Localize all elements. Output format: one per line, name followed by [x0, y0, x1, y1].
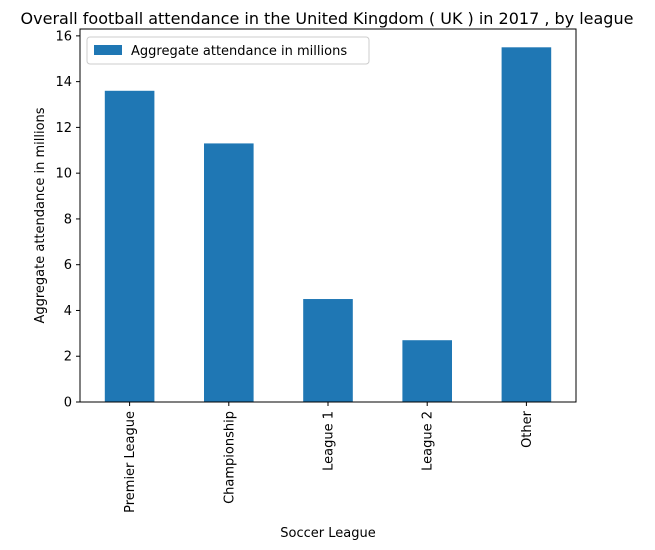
x-tick-label: League 1 [322, 411, 337, 471]
legend: Aggregate attendance in millions [86, 36, 370, 65]
y-tick-label: 16 [55, 29, 72, 44]
y-tick-label: 2 [64, 350, 72, 365]
y-axis-label: Aggregate attendance in millions [33, 107, 48, 323]
y-tick-label: 10 [55, 167, 72, 182]
x-tick-label: Other [520, 410, 535, 448]
x-tick-label: Championship [222, 411, 237, 504]
y-tick-label: 0 [64, 396, 72, 411]
bar [303, 299, 353, 402]
x-tick-label: Premier League [123, 411, 138, 513]
y-tick-label: 4 [64, 304, 72, 319]
legend-swatch [94, 45, 122, 55]
bar [501, 47, 552, 402]
y-axis: 0 2 4 6 8 10 12 14 16 [55, 29, 80, 411]
x-axis: Premier League Championship League 1 League… [123, 402, 535, 513]
y-tick-label: 6 [64, 258, 72, 273]
x-tick-label: League 2 [421, 411, 436, 471]
plot-frame [79, 28, 577, 403]
y-tick-label: 8 [64, 212, 72, 227]
legend-box [86, 36, 370, 65]
y-tick-label: 14 [55, 75, 72, 90]
bar [204, 143, 254, 402]
bar [104, 90, 155, 402]
chart-title: Overall football attendance in the Unite… [21, 9, 634, 28]
y-tick-label: 12 [55, 121, 72, 136]
bars [104, 47, 552, 402]
bar [402, 340, 452, 402]
legend-label: Aggregate attendance in millions [131, 44, 347, 59]
x-axis-label: Soccer League [280, 526, 375, 541]
